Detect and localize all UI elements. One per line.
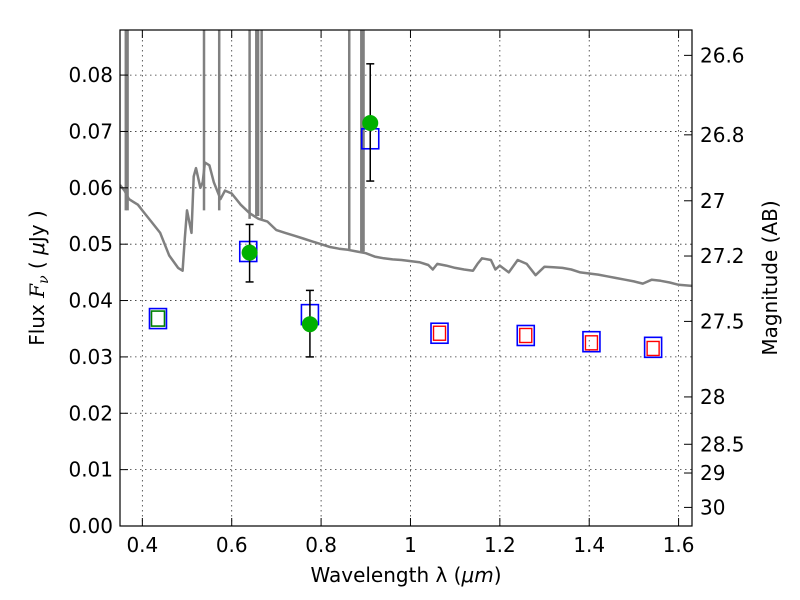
y2-tick-label: 29	[700, 461, 725, 485]
y2-tick-label: 30	[700, 495, 725, 519]
y2-axis-label: Magnitude (AB)	[758, 200, 782, 355]
band-square-red	[519, 327, 533, 344]
band-square-blue	[582, 330, 601, 353]
band-square-red	[584, 335, 599, 351]
y-tick-label: 0.01	[68, 458, 113, 482]
sed-model-line	[120, 161, 692, 288]
y-tick-label: 0.06	[68, 176, 113, 200]
band-square-red	[432, 325, 447, 341]
x-tick-label: 1.4	[573, 533, 605, 557]
y-tick-label: 0.04	[68, 289, 113, 313]
band-square-red	[646, 340, 660, 357]
y-axis-ticks: 0.00 0.01 0.02 0.03 0.04 0.05 0.06 0.07 0.08	[68, 63, 128, 538]
x-tick-label: 0.4	[126, 533, 158, 557]
y2-tick-label: 28.5	[700, 432, 745, 456]
x-tick-label: 1	[404, 533, 417, 557]
y-axis-label: Flux Fν ( μJy )	[25, 210, 52, 346]
y2-tick-label: 26.6	[700, 43, 745, 67]
x-tick-label: 1.2	[484, 533, 516, 557]
plot-frame	[119, 29, 693, 527]
x-tick-label: 1.6	[663, 533, 695, 557]
x-axis-label: Wavelength λ (μm)	[310, 563, 501, 587]
y2-tick-label: 27.5	[700, 309, 745, 333]
model-sed-curve	[120, 30, 692, 288]
y-tick-label: 0.08	[68, 63, 113, 87]
y2-tick-label: 28	[700, 385, 725, 409]
y2-tick-label: 26.8	[700, 123, 745, 147]
y-tick-label: 0.00	[68, 514, 113, 538]
y2-axis-ticks: 26.6 26.8 27 27.2 27.5 28 28.5 29 30	[684, 43, 745, 519]
x-tick-label: 0.8	[305, 533, 337, 557]
band-square-green	[150, 310, 166, 327]
band-square-blue	[516, 324, 536, 347]
data-markers	[148, 63, 663, 359]
band-square-blue	[148, 307, 168, 330]
y2-tick-label: 27	[700, 189, 725, 213]
y-tick-label: 0.07	[68, 119, 113, 143]
grid-lines	[120, 30, 692, 527]
x-tick-label: 0.6	[216, 533, 248, 557]
y-tick-label: 0.02	[68, 401, 113, 425]
band-square-blue	[430, 322, 449, 345]
observed-point	[301, 316, 318, 333]
observed-point	[362, 115, 379, 131]
band-square-blue	[643, 336, 663, 359]
y2-tick-label: 27.2	[700, 244, 745, 268]
y-tick-label: 0.03	[68, 345, 113, 369]
x-axis-ticks: 0.4 0.6 0.8 1 1.2 1.4 1.6	[126, 30, 695, 557]
y-tick-label: 0.05	[68, 232, 113, 256]
observed-point	[241, 244, 258, 261]
